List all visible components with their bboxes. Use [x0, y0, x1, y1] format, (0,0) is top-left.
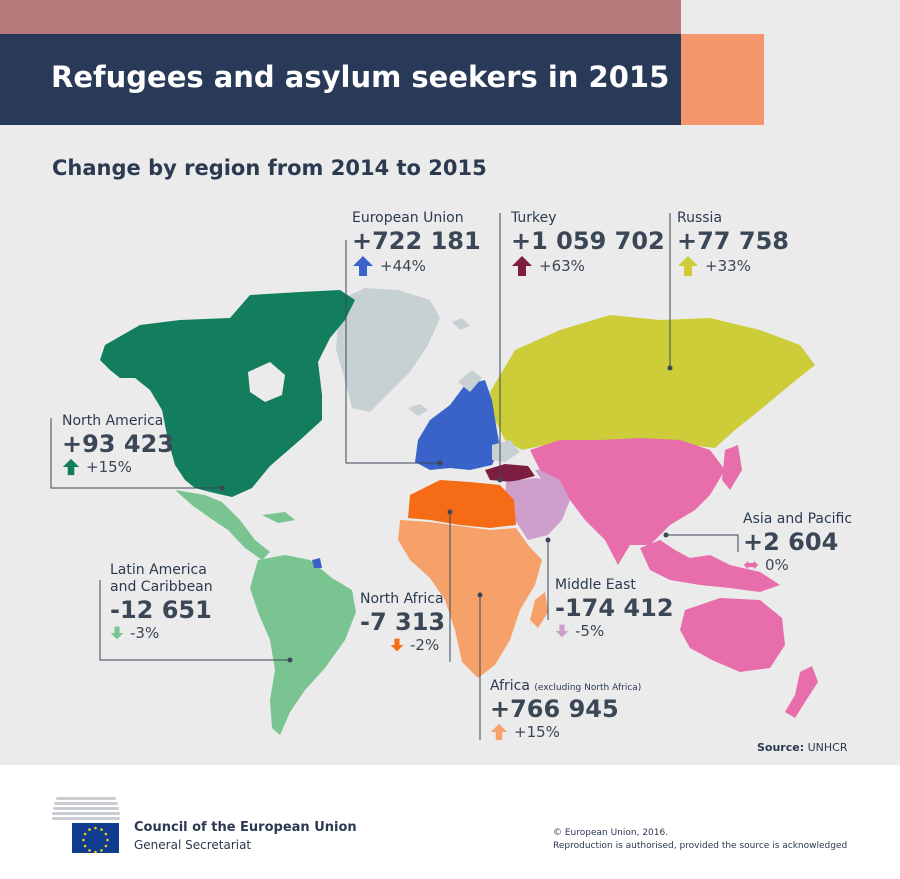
up-arrow-icon: [512, 255, 532, 276]
map-iceland: [408, 404, 428, 416]
region-pct: -5%: [575, 621, 605, 640]
map-africa: [398, 520, 542, 678]
region-note: (excluding North Africa): [534, 683, 642, 693]
region-pct: +15%: [514, 722, 560, 741]
region-value: +722 181: [352, 226, 481, 255]
region-value: -12 651: [110, 595, 212, 624]
asia-pacific-connector: [666, 534, 739, 552]
region-label: Middle East: [555, 577, 636, 593]
council-building-icon: [52, 797, 120, 853]
region-value: +1 059 702: [511, 226, 665, 255]
down-arrow-icon: [110, 626, 124, 639]
map-svalbard: [452, 318, 470, 330]
world-map: [50, 213, 818, 740]
map-russia: [490, 315, 815, 450]
region-pct: +44%: [380, 256, 426, 275]
callout-latin-america: Latin America and Caribbean -12 651 -3%: [110, 562, 213, 642]
source-note: Source: UNHCR: [757, 741, 848, 754]
region-value: +766 945: [490, 694, 619, 723]
callout-middle-east: Middle East -174 412 -5%: [555, 577, 674, 640]
region-label: Turkey: [511, 210, 557, 226]
map-turkey: [485, 464, 535, 482]
up-arrow-icon: [490, 723, 508, 740]
region-value: -7 313: [360, 607, 446, 636]
region-label: Russia: [677, 210, 723, 226]
map-ukraine: [492, 440, 520, 462]
region-pct: +33%: [705, 256, 751, 275]
map-se-asia: [640, 540, 780, 592]
map-madagascar: [530, 592, 548, 628]
connector-dots: [219, 365, 673, 663]
callout-european-union: European Union +722 181 +44%: [352, 210, 481, 277]
map-central-america: [175, 490, 270, 560]
header-top-band: [0, 0, 681, 34]
up-arrow-icon: [678, 255, 698, 276]
region-value: +77 758: [677, 226, 789, 255]
source-label: Source:: [757, 741, 805, 754]
north-america-connector: [50, 418, 222, 489]
region-pct: +15%: [86, 457, 132, 476]
region-value: +93 423: [62, 429, 174, 458]
region-pct: -2%: [410, 635, 440, 654]
source-value: UNHCR: [807, 741, 848, 754]
region-label: Asia and Pacific: [743, 511, 853, 527]
region-pct: +63%: [539, 256, 585, 275]
map-new-zealand: [785, 666, 818, 718]
footer: [0, 765, 900, 879]
region-pct: 0%: [765, 555, 789, 574]
map-subtitle: Change by region from 2014 to 2015: [52, 156, 487, 180]
map-french-guiana: [312, 558, 322, 568]
left-right-arrow-icon: [743, 560, 759, 570]
header-banner: [0, 34, 681, 125]
map-caribbean: [262, 512, 295, 523]
copyright: © European Union, 2016.: [553, 828, 669, 838]
header-grey-top: [681, 0, 900, 34]
region-label: European Union: [352, 210, 464, 226]
callout-russia: Russia +77 758 +33%: [677, 210, 789, 277]
callout-turkey: Turkey +1 059 702 +63%: [511, 210, 665, 277]
org-sub: General Secretariat: [134, 838, 252, 852]
down-arrow-icon: [555, 624, 569, 638]
down-arrow-icon: [390, 638, 404, 652]
up-arrow-icon: [353, 255, 373, 276]
region-value: +2 604: [743, 527, 839, 556]
map-asia: [530, 438, 725, 565]
region-label-line2: and Caribbean: [110, 578, 213, 595]
map-north-america: [100, 290, 355, 497]
connector-lines: [50, 213, 739, 740]
map-south-america: [250, 555, 356, 735]
map-greenland: [336, 288, 440, 412]
map-european-union: [415, 380, 500, 470]
callout-asia-pacific: Asia and Pacific +2 604 0%: [743, 511, 852, 574]
map-north-africa: [408, 480, 516, 528]
region-label: North Africa: [360, 591, 444, 607]
callout-north-africa: North Africa -7 313 -2%: [360, 591, 445, 654]
callout-north-america: North America +93 423 +15%: [62, 413, 174, 476]
page-title: Refugees and asylum seekers in 2015: [51, 60, 670, 94]
region-label: North America: [62, 413, 164, 429]
map-japan: [722, 445, 742, 490]
region-pct: -3%: [130, 623, 160, 642]
header-grey-right: [764, 34, 900, 125]
org-name: Council of the European Union: [134, 820, 357, 835]
reproduction-note: Reproduction is authorised, provided the…: [553, 841, 848, 851]
eu-connector: [345, 240, 440, 464]
map-non-eu-europe: [458, 370, 482, 392]
region-label-line1: Latin America: [110, 562, 207, 578]
map-australia: [680, 598, 785, 672]
up-arrow-icon: [62, 458, 80, 475]
latin-america-connector: [99, 580, 290, 661]
map-hudson-bay: [248, 362, 285, 402]
region-value: -174 412: [555, 593, 674, 622]
callout-africa: Africa (excluding North Africa) +766 945…: [490, 678, 641, 741]
region-label: Africa: [490, 678, 530, 694]
header-accent-block: [681, 34, 764, 125]
